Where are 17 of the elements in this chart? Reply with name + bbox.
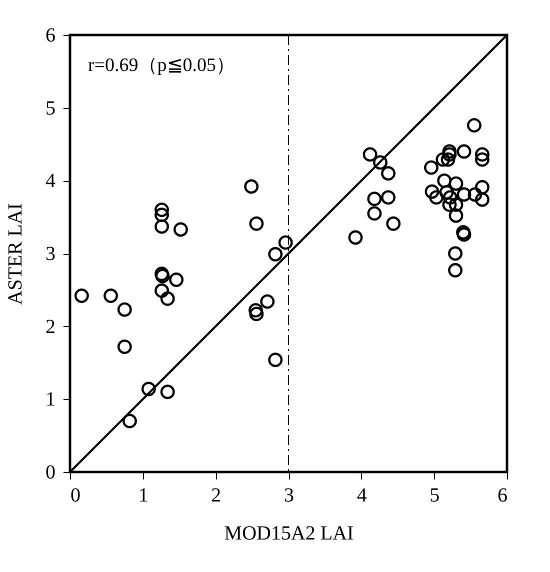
y-tick-label: 0 <box>46 462 56 484</box>
x-tick-label: 0 <box>70 484 80 506</box>
annotation: r=0.69（p≦0.05） <box>88 55 236 76</box>
y-tick-label: 6 <box>46 24 56 46</box>
y-tick-label: 2 <box>46 316 56 338</box>
y-tick-label: 3 <box>46 243 56 265</box>
x-axis-title: MOD15A2 LAI <box>224 522 354 544</box>
y-tick-label: 4 <box>46 170 56 192</box>
x-tick-label: 1 <box>138 484 148 506</box>
y-axis-title: ASTER LAI <box>4 203 26 305</box>
y-tick-label: 5 <box>46 97 56 120</box>
x-tick-label: 5 <box>430 484 440 506</box>
x-tick-label: 6 <box>498 484 508 506</box>
x-tick-label: 3 <box>284 484 294 506</box>
y-tick-label: 1 <box>46 388 56 411</box>
x-tick-label: 4 <box>356 484 367 506</box>
x-tick-label: 2 <box>211 484 222 506</box>
